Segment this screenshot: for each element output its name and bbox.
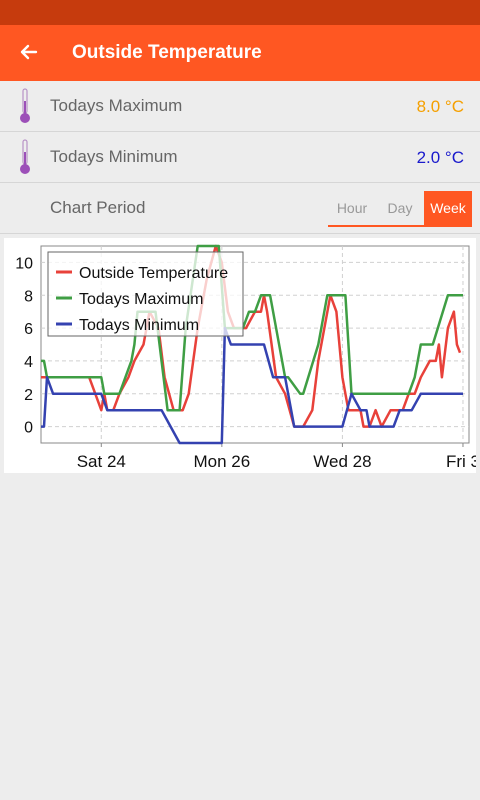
- y-tick-label: 6: [24, 321, 33, 338]
- thermometer-icon: [20, 88, 30, 123]
- y-tick-label: 10: [15, 255, 33, 272]
- x-tick-label: Mon 26: [193, 452, 250, 471]
- todays-minimum-label: Todays Minimum: [50, 147, 178, 166]
- chart-period-row: Chart Period Hour Day Week: [0, 183, 480, 234]
- x-tick-label: Fri 3: [446, 452, 476, 471]
- y-tick-label: 8: [24, 288, 33, 305]
- series-line-2: [41, 326, 463, 445]
- todays-maximum-row: Todays Maximum 8.0 °C: [0, 81, 480, 132]
- todays-minimum-value: 2.0 °C: [416, 148, 464, 167]
- x-tick-label: Sat 24: [77, 452, 126, 471]
- period-tabs: Hour Day Week: [328, 191, 472, 227]
- y-tick-label: 2: [24, 387, 33, 404]
- x-tick-label: Wed 28: [313, 452, 371, 471]
- y-tick-label: 0: [24, 420, 33, 437]
- chart-period-label: Chart Period: [50, 198, 146, 217]
- temperature-chart: 0 2 4 6 8 10 Sat 24 Mon 26 Wed 28 Fri 3 Outside Te…: [4, 238, 480, 473]
- tab-week[interactable]: Week: [424, 191, 472, 225]
- series-line-1: [41, 244, 463, 412]
- tab-hour[interactable]: Hour: [336, 200, 368, 216]
- todays-minimum-row: Todays Minimum 2.0 °C: [0, 132, 480, 183]
- legend-label: Outside Temperature: [79, 265, 228, 282]
- tab-day[interactable]: Day: [387, 200, 413, 216]
- status-bar: [0, 0, 480, 25]
- arrow-left-icon[interactable]: [14, 37, 44, 67]
- y-tick-label: 4: [24, 354, 33, 371]
- todays-maximum-label: Todays Maximum: [50, 96, 183, 115]
- todays-maximum-value: 8.0 °C: [416, 97, 464, 116]
- app-bar: Outside Temperature: [0, 25, 480, 81]
- legend-label: Todays Minimum: [79, 317, 199, 334]
- legend-box: [47, 251, 244, 337]
- chart-svg: 0 2 4 6 8 10 Sat 24 Mon 26 Wed 28 Fri 3 Outside Te…: [15, 244, 480, 471]
- page-title: Outside Temperature: [72, 42, 262, 63]
- legend-label: Todays Maximum: [79, 291, 203, 308]
- thermometer-icon: [20, 139, 30, 174]
